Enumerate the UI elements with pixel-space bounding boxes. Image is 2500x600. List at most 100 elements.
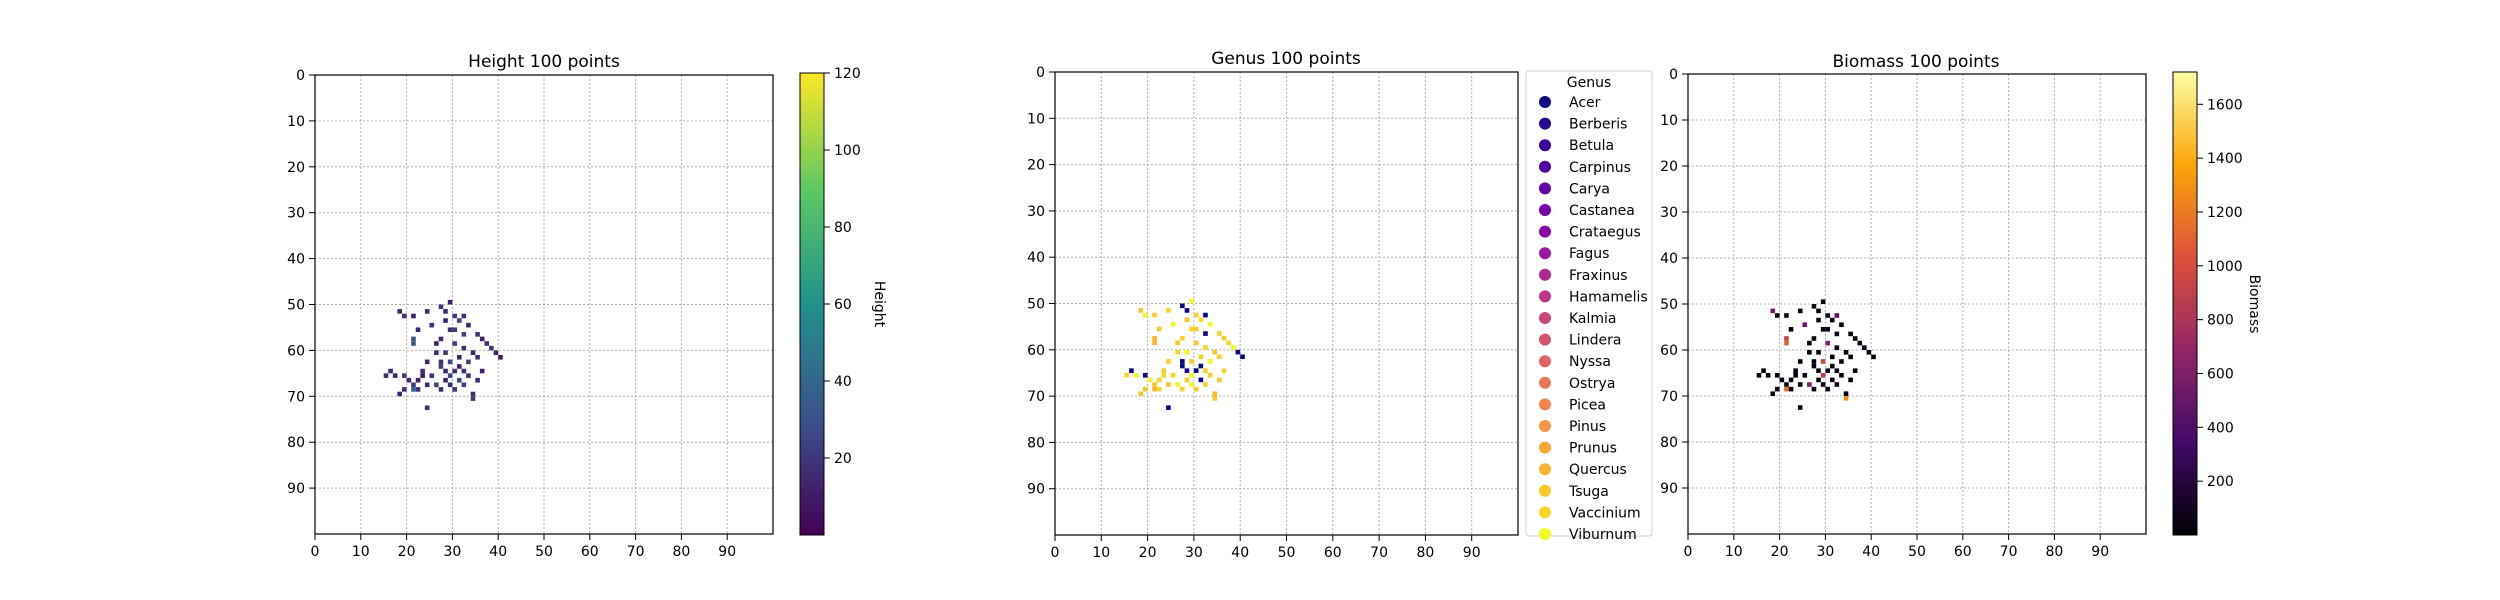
biomass-colorbar-label: Biomass bbox=[2246, 275, 2262, 334]
height-cell bbox=[479, 336, 485, 342]
genus-legend-marker bbox=[1539, 290, 1551, 303]
biomass-cell bbox=[1784, 336, 1789, 341]
biomass-cell bbox=[1862, 345, 1867, 350]
biomass-colorbar-tick-label: 800 bbox=[2207, 313, 2234, 329]
genus-cell bbox=[1152, 382, 1157, 387]
biomass-cell bbox=[1834, 331, 1840, 337]
genus-legend-label: Fraxinus bbox=[1569, 268, 1628, 284]
height-cell bbox=[479, 368, 485, 374]
height-cell bbox=[461, 313, 467, 319]
height-cell bbox=[397, 309, 403, 314]
height-cell bbox=[443, 377, 448, 383]
biomass-cell bbox=[1820, 373, 1826, 378]
height-cell bbox=[489, 345, 494, 351]
biomass-cell bbox=[1807, 340, 1812, 346]
biomass-y-tick-label: 80 bbox=[1660, 435, 1678, 451]
height-cell bbox=[470, 396, 476, 401]
genus-legend-marker bbox=[1539, 398, 1551, 411]
genus-legend-marker bbox=[1539, 312, 1551, 324]
biomass-cell bbox=[1829, 363, 1835, 369]
genus-cell bbox=[1166, 382, 1171, 387]
genus-cell bbox=[1180, 303, 1185, 309]
genus-y-tick-label: 90 bbox=[1027, 482, 1045, 498]
height-y-tick-label: 10 bbox=[287, 114, 305, 130]
height-cell bbox=[456, 364, 462, 369]
height-y-tick-label: 20 bbox=[287, 160, 305, 176]
genus-cell bbox=[1175, 382, 1181, 387]
genus-legend-marker bbox=[1539, 160, 1551, 173]
biomass-colorbar-tick-label: 1000 bbox=[2207, 259, 2243, 275]
genus-legend-frame bbox=[1525, 70, 1653, 537]
biomass-cell bbox=[1793, 368, 1798, 373]
genus-legend-label: Crataegus bbox=[1569, 225, 1641, 241]
height-cell bbox=[498, 354, 503, 360]
biomass-colorbar-tick-label: 1200 bbox=[2207, 205, 2243, 221]
genus-cell bbox=[1180, 363, 1185, 369]
height-cell bbox=[429, 373, 435, 378]
height-y-tick-label: 50 bbox=[287, 298, 305, 314]
biomass-cell bbox=[1784, 382, 1789, 387]
biomass-cell bbox=[1829, 317, 1835, 323]
biomass-cell bbox=[1843, 396, 1849, 401]
genus-cell bbox=[1138, 308, 1143, 313]
height-cell bbox=[411, 341, 416, 346]
height-cell bbox=[447, 359, 453, 365]
height-x-tick-label: 70 bbox=[627, 544, 645, 560]
biomass-cell bbox=[1825, 340, 1830, 346]
height-cell bbox=[406, 377, 412, 383]
height-colorbar-tick-label: 20 bbox=[834, 451, 852, 467]
height-cell bbox=[434, 382, 439, 388]
biomass-cell bbox=[1848, 331, 1853, 337]
genus-legend-marker bbox=[1539, 355, 1551, 368]
genus-cell bbox=[1133, 372, 1139, 378]
genus-x-tick-label: 30 bbox=[1185, 545, 1203, 561]
biomass-cell bbox=[1848, 354, 1853, 360]
biomass-chart-title: Biomass 100 points bbox=[1833, 52, 2000, 72]
biomass-cell bbox=[1820, 327, 1826, 332]
biomass-cell bbox=[1839, 359, 1844, 364]
height-cell bbox=[461, 382, 467, 388]
biomass-cell bbox=[1839, 373, 1844, 378]
genus-cell bbox=[1240, 354, 1245, 360]
biomass-cell bbox=[1825, 327, 1830, 332]
height-cell bbox=[456, 377, 462, 383]
height-y-tick-label: 90 bbox=[287, 481, 305, 497]
genus-legend-title: Genus bbox=[1567, 75, 1612, 91]
height-y-tick-label: 0 bbox=[296, 68, 305, 84]
height-x-tick-label: 50 bbox=[535, 544, 553, 560]
genus-cell bbox=[1170, 322, 1176, 327]
height-cell bbox=[415, 387, 421, 392]
biomass-cell bbox=[1788, 377, 1794, 383]
height-cell bbox=[388, 368, 393, 374]
biomass-x-tick-label: 40 bbox=[1862, 544, 1880, 560]
height-cell bbox=[452, 313, 457, 319]
genus-cell bbox=[1221, 368, 1227, 373]
height-x-tick-label: 40 bbox=[489, 544, 507, 560]
genus-legend-label: Hamamelis bbox=[1569, 289, 1648, 305]
genus-legend-label: Quercus bbox=[1569, 462, 1627, 478]
biomass-cell bbox=[1820, 359, 1826, 364]
height-cell bbox=[452, 341, 457, 346]
height-cell bbox=[475, 377, 480, 383]
biomass-cell bbox=[1811, 386, 1817, 392]
height-cell bbox=[461, 345, 467, 351]
genus-legend-label: Acer bbox=[1569, 95, 1601, 111]
height-cell bbox=[424, 309, 430, 314]
genus-cell bbox=[1152, 335, 1157, 341]
genus-cell bbox=[1180, 335, 1185, 341]
height-cell bbox=[438, 304, 444, 310]
genus-cell bbox=[1147, 377, 1153, 383]
genus-legend-label: Betula bbox=[1569, 138, 1614, 154]
genus-legend-marker bbox=[1539, 506, 1551, 519]
genus-y-tick-label: 50 bbox=[1027, 297, 1045, 313]
genus-cell bbox=[1138, 391, 1143, 397]
genus-legend-label: Tsuga bbox=[1568, 484, 1609, 500]
genus-legend-marker bbox=[1539, 463, 1551, 476]
biomass-cell bbox=[1834, 382, 1840, 387]
biomass-y-tick-label: 10 bbox=[1660, 113, 1678, 129]
biomass-y-tick-label: 30 bbox=[1660, 205, 1678, 221]
height-x-tick-label: 30 bbox=[443, 544, 461, 560]
genus-x-tick-label: 90 bbox=[1463, 545, 1481, 561]
genus-gridlines bbox=[1054, 71, 1518, 535]
genus-cell bbox=[1193, 326, 1199, 332]
